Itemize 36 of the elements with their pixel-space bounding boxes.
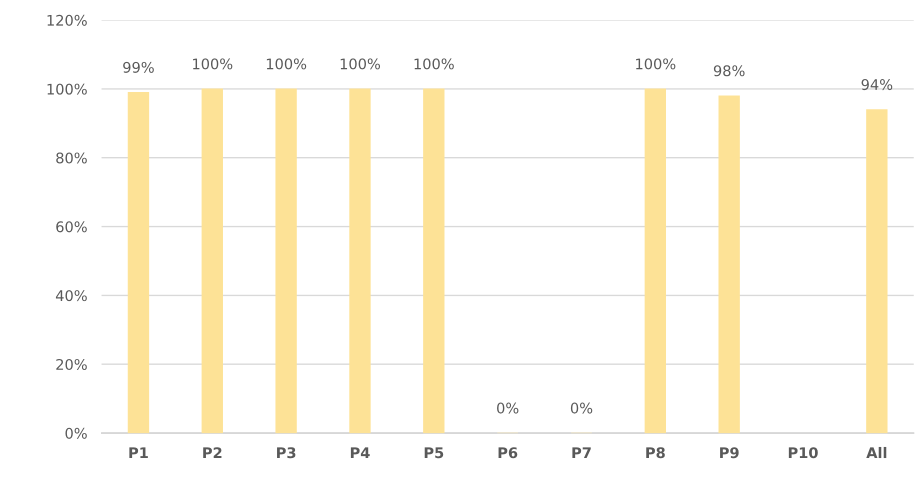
bar (423, 88, 444, 434)
x-tick-label: P8 (646, 447, 665, 458)
x-tick-label: P10 (788, 447, 818, 458)
data-label: 100% (266, 58, 306, 70)
data-label: 100% (340, 58, 380, 70)
x-tick-label: P9 (720, 447, 739, 458)
y-tick-label: 80% (56, 152, 87, 164)
bar (866, 109, 888, 434)
bar (128, 92, 150, 434)
x-tick-label: P1 (129, 447, 148, 458)
data-label: 98% (714, 65, 745, 76)
bar (644, 88, 666, 434)
data-label: 94% (862, 79, 892, 90)
y-tick-label: 100% (48, 84, 87, 95)
bar (349, 88, 371, 434)
bar (718, 95, 740, 434)
data-label: 99% (123, 62, 154, 73)
bar (202, 88, 223, 434)
bar (275, 88, 297, 434)
y-tick-label: 0% (65, 428, 87, 439)
data-label: 0% (570, 402, 592, 414)
y-tick-label: 20% (56, 358, 87, 370)
data-label: 0% (497, 402, 518, 414)
y-tick-label: 120% (48, 14, 87, 26)
x-tick-label: All (866, 446, 886, 458)
data-label: 100% (636, 58, 676, 70)
x-tick-label: P7 (572, 447, 591, 458)
x-tick-label: P3 (277, 447, 296, 458)
x-tick-label: P6 (498, 447, 518, 458)
data-label: 100% (414, 58, 454, 70)
y-tick-label: 60% (56, 221, 87, 232)
data-label: 100% (193, 58, 232, 70)
y-tick-label: 40% (56, 290, 87, 302)
x-tick-label: P4 (350, 447, 370, 458)
x-tick-label: P2 (203, 447, 222, 458)
x-tick-label: P5 (424, 447, 444, 458)
